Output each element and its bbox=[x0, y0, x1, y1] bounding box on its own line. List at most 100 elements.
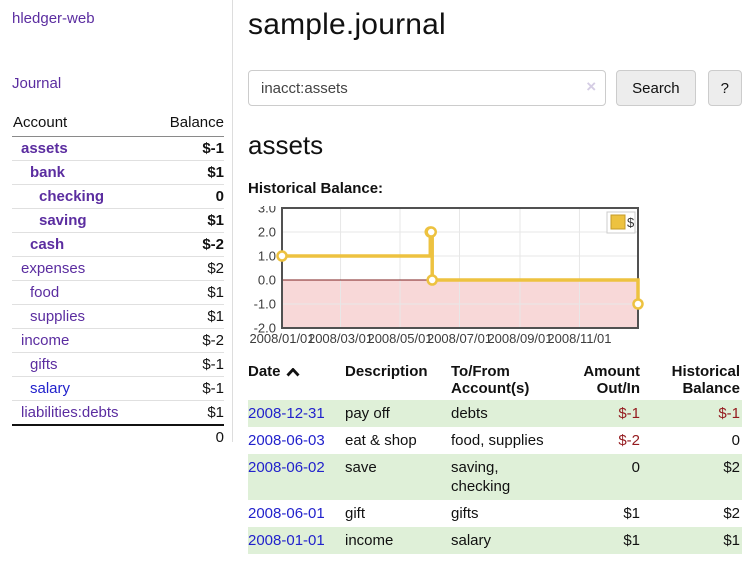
accounts-table: Account Balance assets $-1 bank $1 check… bbox=[12, 110, 224, 449]
account-link[interactable]: checking bbox=[39, 188, 105, 205]
header-date[interactable]: Date bbox=[248, 360, 345, 400]
balance-cell: 0 bbox=[731, 432, 740, 449]
svg-text:2008/09/01: 2008/09/01 bbox=[487, 331, 552, 346]
header-balance-line1: Historical bbox=[671, 363, 740, 380]
app-brand-link[interactable]: hledger-web bbox=[12, 10, 95, 27]
description-cell: income bbox=[345, 532, 394, 549]
date-link[interactable]: 2008-06-03 bbox=[248, 432, 325, 449]
svg-text:-1.0: -1.0 bbox=[254, 297, 276, 312]
account-link[interactable]: liabilities:debts bbox=[21, 404, 119, 421]
search-button[interactable]: Search bbox=[616, 70, 696, 106]
register-row: 2008-06-02 save saving, checking 0 $2 bbox=[248, 454, 742, 500]
accounts-header-balance: Balance bbox=[151, 110, 224, 137]
search-form: × Search ? bbox=[248, 70, 742, 106]
header-tofrom: To/From Account(s) bbox=[451, 360, 565, 400]
help-button[interactable]: ? bbox=[707, 70, 742, 106]
account-balance: $-2 bbox=[151, 232, 224, 257]
account-balance: $1 bbox=[151, 400, 224, 426]
account-row-assets: assets $-1 bbox=[12, 136, 224, 161]
account-link[interactable]: cash bbox=[30, 236, 65, 253]
svg-text:2008/11/01: 2008/11/01 bbox=[547, 331, 611, 346]
accounts-cell: salary bbox=[451, 532, 492, 549]
account-heading: assets bbox=[248, 130, 324, 160]
svg-text:2008/05/01: 2008/05/01 bbox=[367, 331, 432, 346]
date-link[interactable]: 2008-06-01 bbox=[248, 505, 325, 522]
sidebar-item-journal[interactable]: Journal bbox=[12, 75, 62, 92]
account-link[interactable]: gifts bbox=[30, 356, 58, 373]
sort-ascending-icon bbox=[285, 364, 300, 381]
header-amount-line1: Amount bbox=[583, 363, 640, 380]
historical-balance-chart: $3.0 2.0 1.0 0.0 -1.0 -2.02008/01/012008/03/0… bbox=[249, 206, 644, 346]
sidebar: hledger-web Journal Account Balance asse… bbox=[0, 0, 233, 449]
account-balance: $1 bbox=[151, 160, 224, 185]
svg-text:-2.0: -2.0 bbox=[254, 321, 276, 336]
account-link[interactable]: bank bbox=[30, 164, 66, 181]
accounts-header-row: Account Balance bbox=[12, 110, 224, 137]
header-amount-line2: Out/In bbox=[596, 380, 640, 397]
amount-cell: $-2 bbox=[618, 432, 640, 449]
account-balance: $2 bbox=[151, 256, 224, 281]
date-link[interactable]: 2008-12-31 bbox=[248, 405, 325, 422]
register-row: 2008-06-03 eat & shop food, supplies $-2… bbox=[248, 427, 742, 454]
description-cell: pay off bbox=[345, 405, 390, 422]
account-row-expenses: expenses $2 bbox=[12, 256, 224, 281]
account-link[interactable]: assets bbox=[21, 140, 68, 157]
account-row-gifts: gifts $-1 bbox=[12, 352, 224, 377]
svg-text:2.0: 2.0 bbox=[258, 225, 276, 240]
date-link[interactable]: 2008-06-02 bbox=[248, 459, 325, 476]
balance-cell: $1 bbox=[723, 532, 740, 549]
header-tofrom-line1: To/From bbox=[451, 363, 510, 380]
search-input[interactable] bbox=[248, 70, 607, 106]
account-link[interactable]: expenses bbox=[21, 260, 86, 277]
register-row: 2008-01-01 income salary $1 $1 bbox=[248, 527, 742, 554]
svg-text:1.0: 1.0 bbox=[258, 249, 276, 264]
account-balance: $-1 bbox=[151, 136, 224, 161]
description-cell: gift bbox=[345, 505, 366, 522]
register-header-row: Date Description To/From Account(s) Amou… bbox=[248, 360, 742, 400]
amount-cell: $1 bbox=[623, 505, 640, 522]
accounts-cell: food, supplies bbox=[451, 432, 544, 449]
account-row-salary: salary $-1 bbox=[12, 376, 224, 401]
register-row: 2008-06-01 gift gifts $1 $2 bbox=[248, 500, 742, 527]
amount-cell: $1 bbox=[623, 532, 640, 549]
account-link[interactable]: salary bbox=[30, 380, 71, 397]
account-row-liabilities-debts: liabilities:debts $1 bbox=[12, 400, 224, 426]
account-balance: $-1 bbox=[151, 376, 224, 401]
accounts-cell: gifts bbox=[451, 505, 479, 522]
account-row-income: income $-2 bbox=[12, 328, 224, 353]
amount-cell: 0 bbox=[631, 459, 640, 476]
account-row-saving: saving $1 bbox=[12, 208, 224, 233]
svg-text:$: $ bbox=[627, 215, 635, 230]
account-row-cash: cash $-2 bbox=[12, 232, 224, 257]
account-link[interactable]: food bbox=[30, 284, 60, 301]
date-link[interactable]: 2008-01-01 bbox=[248, 532, 325, 549]
account-balance: $1 bbox=[151, 280, 224, 305]
description-cell: save bbox=[345, 459, 377, 476]
account-balance: 0 bbox=[151, 184, 224, 209]
account-row-food: food $1 bbox=[12, 280, 224, 305]
page-title: sample.journal bbox=[248, 8, 446, 41]
main-content: sample.journal × Search ? assets Histori… bbox=[248, 0, 742, 554]
svg-text:3.0: 3.0 bbox=[258, 206, 276, 216]
svg-text:2008/01/01: 2008/01/01 bbox=[249, 331, 314, 346]
accounts-total-row: 0 bbox=[12, 424, 224, 449]
account-link[interactable]: supplies bbox=[30, 308, 86, 325]
svg-text:2008/07/01: 2008/07/01 bbox=[427, 331, 492, 346]
clear-search-icon[interactable]: × bbox=[586, 77, 597, 96]
account-balance: $-1 bbox=[151, 352, 224, 377]
account-link[interactable]: saving bbox=[39, 212, 87, 229]
register-table: Date Description To/From Account(s) Amou… bbox=[248, 360, 742, 554]
accounts-header-account: Account bbox=[12, 110, 152, 137]
account-balance: $1 bbox=[151, 208, 224, 233]
balance-cell: $-1 bbox=[718, 405, 740, 422]
header-balance-line2: Balance bbox=[682, 380, 740, 397]
account-row-bank: bank $1 bbox=[12, 160, 224, 185]
header-amount: Amount Out/In bbox=[565, 360, 642, 400]
accounts-cell: debts bbox=[451, 405, 488, 422]
account-row-checking: checking 0 bbox=[12, 184, 224, 209]
account-link[interactable]: income bbox=[21, 332, 70, 349]
header-balance: Historical Balance bbox=[642, 360, 742, 400]
amount-cell: $-1 bbox=[618, 405, 640, 422]
account-balance: $1 bbox=[151, 304, 224, 329]
header-description: Description bbox=[345, 363, 428, 380]
